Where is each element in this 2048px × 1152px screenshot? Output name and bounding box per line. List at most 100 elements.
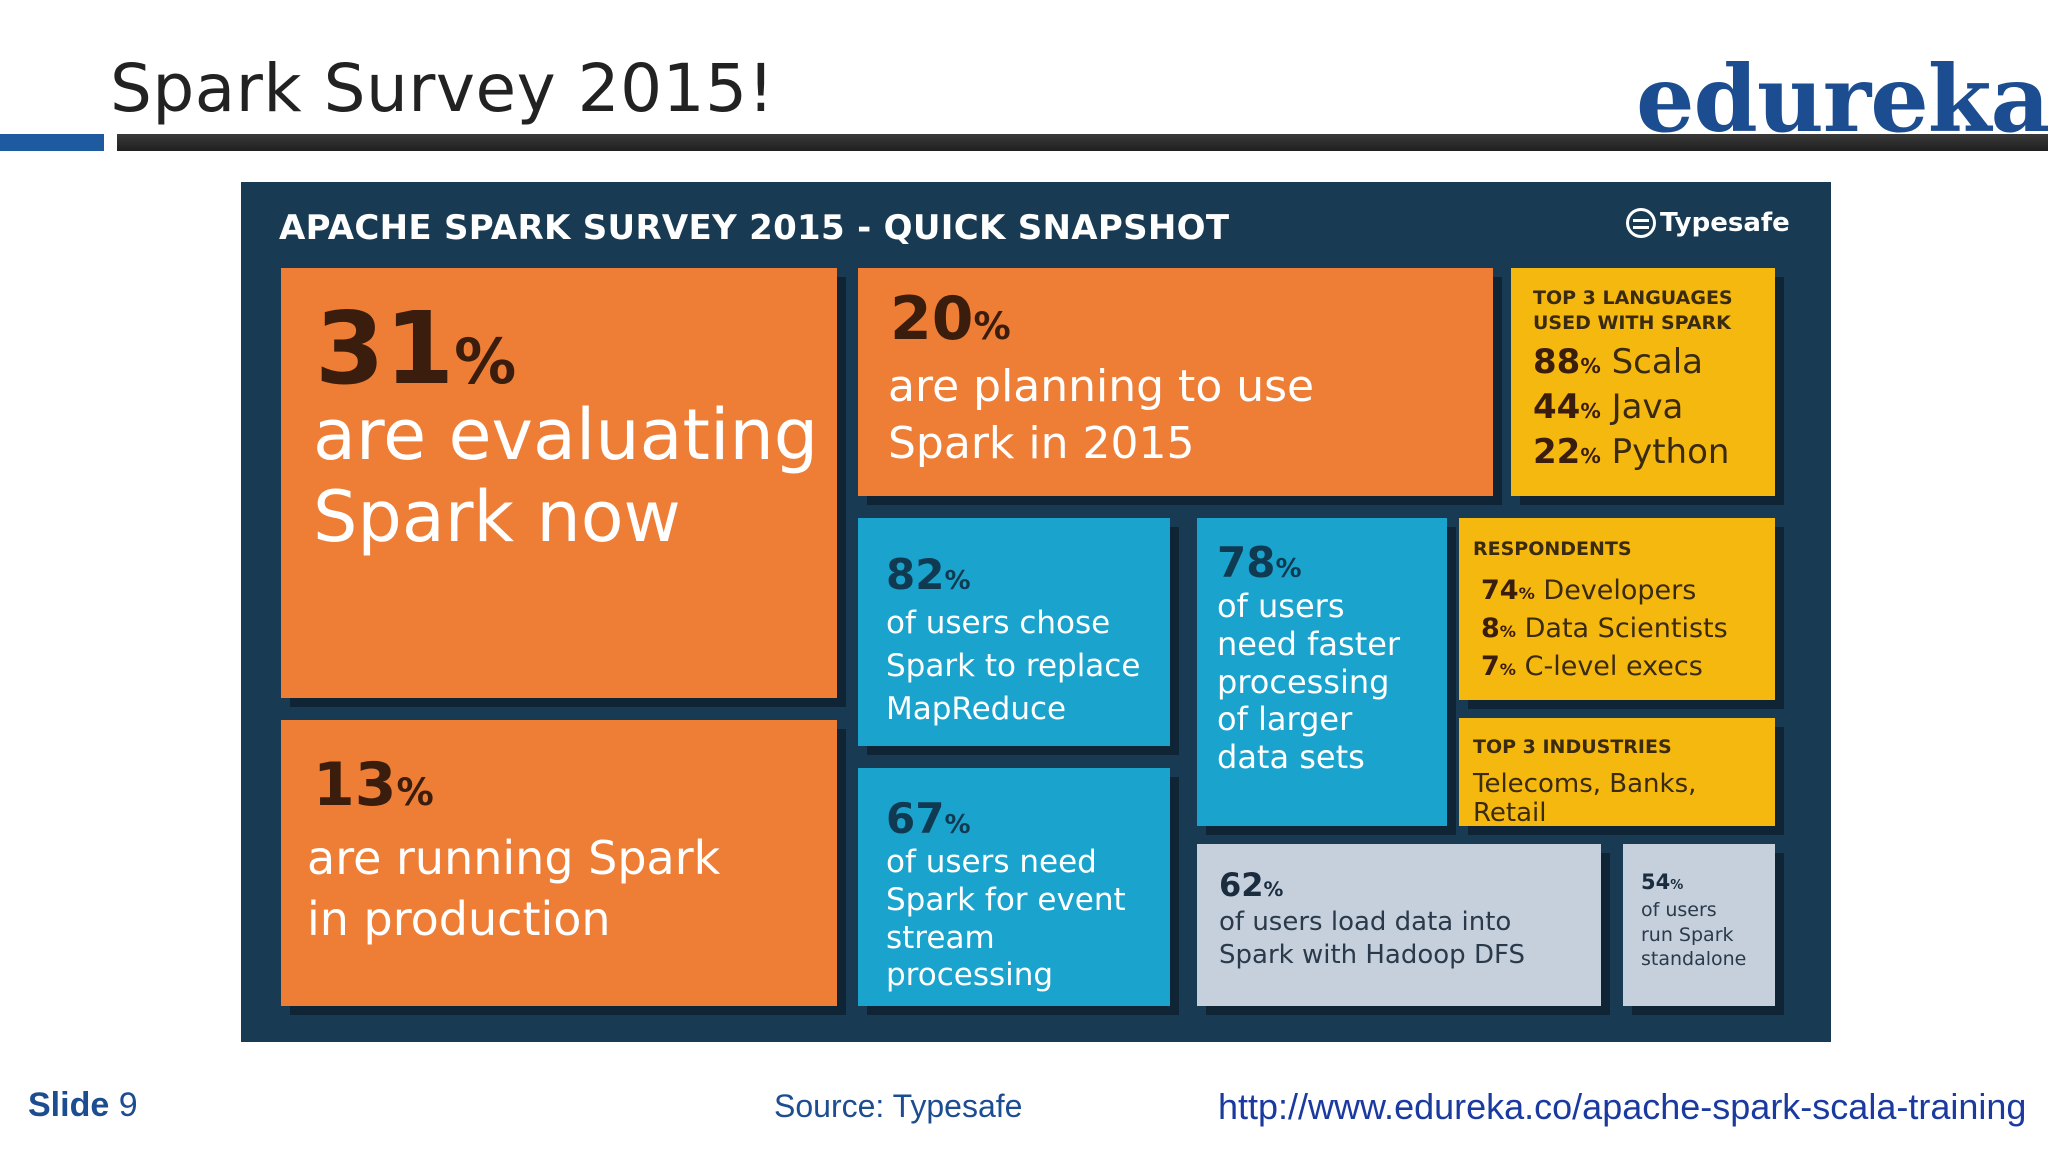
languages-list: 88% Scala 44% Java 22% Python [1533, 340, 1729, 475]
slide-title: Spark Survey 2015! [110, 50, 775, 127]
tile-replace-text: of users chose Spark to replace MapReduc… [886, 602, 1140, 730]
language-percent: 22 [1533, 431, 1581, 472]
respondent-item: 74% Developers [1481, 572, 1728, 610]
tile-hadoop-percent: 62% [1219, 866, 1283, 904]
tile-hadoop-line1: of users load data into [1219, 907, 1512, 937]
tile-replace-line2: Spark to replace [886, 647, 1141, 684]
tile-production-line2: in production [307, 892, 611, 947]
respondent-item: 8% Data Scientists [1481, 610, 1728, 648]
tile-event-value: 67 [886, 794, 945, 843]
header-divider-bar [117, 134, 2048, 151]
tile-planning-line2: Spark in 2015 [888, 418, 1195, 470]
tile-top-languages: TOP 3 LANGUAGES USED WITH SPARK 88% Scal… [1511, 268, 1775, 496]
tile-standalone-line1: of users [1641, 899, 1717, 921]
tile-evaluating-line1: are evaluating [313, 394, 819, 476]
tile-faster-line2: need faster [1217, 624, 1401, 663]
tile-event-percent: 67% [886, 794, 971, 843]
language-item: 88% Scala [1533, 340, 1729, 385]
respondents-heading: RESPONDENTS [1473, 538, 1632, 560]
tile-faster-processing: 78% of users need faster processing of l… [1197, 518, 1447, 826]
tile-planning-text: are planning to use Spark in 2015 [888, 358, 1314, 472]
tile-hadoop-dfs: 62% of users load data into Spark with H… [1197, 844, 1601, 1006]
respondent-percent: 7 [1481, 650, 1500, 682]
language-percent: 44 [1533, 386, 1581, 427]
tile-standalone-value: 54 [1641, 870, 1671, 894]
tile-replace-value: 82 [886, 550, 945, 599]
tile-planning-line1: are planning to use [888, 361, 1315, 412]
tile-standalone-line3: standalone [1641, 948, 1747, 971]
tile-replace-percent: 82% [886, 550, 971, 599]
languages-heading-line2: USED WITH SPARK [1533, 311, 1731, 334]
respondent-item: 7% C-level execs [1481, 648, 1728, 686]
tile-planning-percent: 20% [890, 284, 1011, 354]
percent-sign: % [1499, 659, 1517, 679]
tile-replace-line3: MapReduce [886, 690, 1067, 727]
percent-sign: % [1670, 878, 1684, 893]
tile-standalone-line2: run Spark [1641, 923, 1734, 946]
language-item: 44% Java [1533, 385, 1729, 430]
respondents-list: 74% Developers 8% Data Scientists 7% C-l… [1481, 572, 1728, 685]
tile-faster-line4: of larger [1217, 700, 1353, 739]
tile-event-text: of users need Spark for event stream pro… [886, 844, 1170, 995]
tile-event-stream: 67% of users need Spark for event stream… [858, 768, 1170, 1006]
tile-faster-text: of users need faster processing of large… [1217, 587, 1401, 777]
respondent-percent: 8 [1481, 612, 1500, 644]
tile-respondents: RESPONDENTS 74% Developers 8% Data Scien… [1459, 518, 1775, 700]
percent-sign: % [1275, 554, 1302, 584]
industries-heading: TOP 3 INDUSTRIES [1473, 736, 1672, 758]
slide-number: Slide 9 [28, 1086, 138, 1125]
tile-planning: 20% are planning to use Spark in 2015 [858, 268, 1493, 496]
tile-planning-value: 20 [890, 284, 974, 354]
percent-sign: % [1580, 354, 1601, 378]
respondent-percent: 74 [1481, 575, 1519, 606]
tile-faster-line1: of users [1217, 587, 1345, 625]
slide-number-value: 9 [118, 1086, 138, 1124]
typesafe-logo-icon [1626, 208, 1656, 238]
language-percent: 88 [1533, 342, 1581, 382]
percent-sign: % [1518, 584, 1535, 603]
tile-faster-value: 78 [1217, 538, 1276, 587]
tile-event-line3: stream processing [886, 919, 1054, 994]
tile-standalone-text: of users run Spark standalone [1641, 898, 1746, 972]
tile-standalone-percent: 54% [1641, 870, 1683, 894]
language-label: Java [1611, 386, 1684, 427]
source-credit: Source: Typesafe [774, 1088, 1023, 1124]
tile-faster-line3: processing [1217, 662, 1390, 701]
language-item: 22% Python [1533, 430, 1729, 475]
tile-replace-line1: of users chose [886, 605, 1111, 641]
slide-word: Slide [28, 1086, 110, 1124]
tile-evaluating-value: 31 [315, 290, 455, 407]
typesafe-brand: Typesafe [1626, 208, 1790, 238]
tile-production-text: are running Spark in production [307, 828, 720, 950]
percent-sign: % [396, 770, 434, 814]
percent-sign: % [1580, 443, 1601, 468]
language-label: Scala [1611, 342, 1703, 382]
percent-sign: % [1499, 621, 1517, 641]
tile-hadoop-line2: Spark with Hadoop DFS [1219, 940, 1525, 971]
typesafe-brand-name: Typesafe [1660, 208, 1790, 238]
tile-evaluating-line2: Spark now [313, 476, 681, 559]
tile-faster-line5: data sets [1217, 738, 1365, 776]
header-accent-bar [0, 134, 104, 151]
respondent-label: C-level execs [1524, 650, 1703, 682]
tile-event-line1: of users need [886, 844, 1097, 880]
tile-hadoop-value: 62 [1219, 866, 1264, 904]
tile-hadoop-text: of users load data into Spark with Hadoo… [1219, 906, 1525, 973]
percent-sign: % [1580, 398, 1601, 423]
percent-sign: % [973, 304, 1011, 348]
course-url-link[interactable]: http://www.edureka.co/apache-spark-scala… [1218, 1086, 2027, 1127]
tile-production-line1: are running Spark [307, 831, 721, 885]
industries-text: Telecoms, Banks, Retail [1473, 769, 1697, 829]
respondent-label: Developers [1543, 575, 1697, 606]
language-label: Python [1611, 431, 1730, 472]
tile-replace-mapreduce: 82% of users chose Spark to replace MapR… [858, 518, 1170, 746]
tile-event-line2: Spark for event [886, 881, 1126, 918]
tile-top-industries: TOP 3 INDUSTRIES Telecoms, Banks, Retail [1459, 718, 1775, 829]
tile-production-percent: 13% [313, 750, 434, 820]
tile-production: 13% are running Spark in production [281, 720, 837, 1006]
tile-evaluating-percent: 31% [315, 290, 516, 407]
percent-sign: % [944, 810, 971, 840]
tile-production-value: 13 [313, 750, 397, 820]
respondent-label: Data Scientists [1524, 612, 1728, 644]
tile-faster-percent: 78% [1217, 538, 1302, 587]
